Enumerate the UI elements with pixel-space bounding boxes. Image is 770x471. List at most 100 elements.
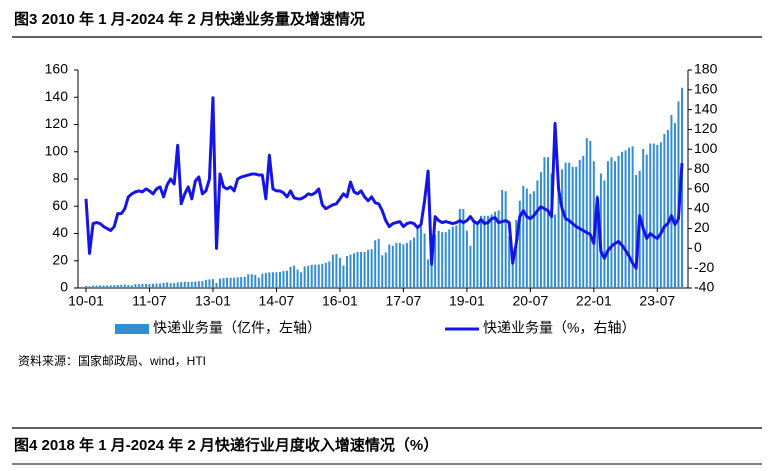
bar <box>85 285 87 288</box>
bar <box>215 282 218 288</box>
bar <box>190 281 193 288</box>
bar <box>525 188 528 288</box>
bar <box>321 264 324 288</box>
bar <box>522 185 525 288</box>
bar <box>123 284 126 288</box>
y-tick-label: 160 <box>45 61 69 77</box>
bar <box>536 180 539 288</box>
y-tick-label: 100 <box>45 142 69 158</box>
bar <box>472 219 475 288</box>
bar <box>349 254 352 288</box>
bar <box>388 244 391 288</box>
bar <box>515 219 518 288</box>
bar <box>353 253 356 288</box>
bar <box>402 244 405 288</box>
bar <box>487 215 490 288</box>
bar <box>166 282 169 288</box>
x-tick-label: 20-07 <box>512 293 548 309</box>
bar <box>546 157 549 288</box>
bar <box>300 272 303 288</box>
bar <box>250 274 253 288</box>
y2-tick-label: 60 <box>694 180 710 196</box>
bar <box>356 251 359 288</box>
bar <box>314 264 317 288</box>
bar <box>476 221 479 288</box>
bar <box>152 283 155 288</box>
bar <box>187 281 190 288</box>
bar <box>666 129 669 288</box>
bar <box>268 272 271 288</box>
bar <box>412 237 415 288</box>
legend-label: 快递业务量（亿件，左轴） <box>153 320 321 336</box>
bar <box>116 285 119 288</box>
bar <box>264 273 267 288</box>
bar <box>155 283 158 288</box>
y2-tick-label: 100 <box>694 140 718 156</box>
bar <box>458 208 461 288</box>
bar <box>211 279 214 288</box>
y2-tick-label: 40 <box>694 199 710 215</box>
bar <box>681 87 683 289</box>
bar <box>582 155 585 288</box>
bar <box>606 161 609 288</box>
bar <box>204 279 207 288</box>
bar <box>462 208 465 288</box>
bar <box>201 281 204 288</box>
bar <box>543 157 546 288</box>
bar <box>504 191 507 288</box>
bar <box>127 284 130 288</box>
bar <box>391 245 394 288</box>
bar <box>229 277 232 288</box>
bar <box>427 259 430 288</box>
bar <box>162 282 165 288</box>
bar <box>670 114 673 289</box>
y2-tick-label: 140 <box>694 100 718 116</box>
bar <box>197 281 200 288</box>
y-tick-label: 140 <box>45 88 69 104</box>
bar <box>448 229 451 288</box>
y2-tick-label: 160 <box>694 81 718 97</box>
bar <box>88 286 91 288</box>
bar <box>659 142 662 288</box>
bar <box>159 283 162 288</box>
x-tick-label: 16-01 <box>322 293 358 309</box>
bar <box>384 252 387 288</box>
bar <box>420 226 423 288</box>
bar <box>176 282 179 288</box>
y2-tick-label: -20 <box>694 259 714 275</box>
bar <box>240 277 243 288</box>
bar <box>275 272 278 288</box>
y2-tick-label: -40 <box>694 279 714 295</box>
legend-label: 快递业务量（%，右轴） <box>483 320 635 336</box>
bar <box>109 285 112 288</box>
bar <box>649 143 652 288</box>
bar <box>303 266 306 288</box>
bar <box>596 195 599 288</box>
bar <box>137 284 140 288</box>
bar <box>444 232 447 288</box>
bar <box>663 134 666 288</box>
bar <box>219 278 222 288</box>
bar <box>106 285 109 288</box>
bar <box>102 285 105 288</box>
bar <box>511 255 514 288</box>
bar <box>324 262 327 288</box>
bar <box>561 169 564 288</box>
bar <box>416 226 419 288</box>
y2-tick-label: 180 <box>694 61 718 77</box>
bar <box>479 215 482 288</box>
bar <box>529 193 532 288</box>
bar <box>243 276 246 288</box>
bar <box>642 149 645 288</box>
bar <box>307 265 310 288</box>
bar <box>437 230 440 288</box>
bar <box>628 147 631 288</box>
y2-tick-label: 20 <box>694 219 710 235</box>
bar <box>585 138 588 288</box>
bar <box>405 243 408 288</box>
bar <box>282 271 285 288</box>
bar <box>589 140 592 288</box>
bar <box>613 161 616 288</box>
bar <box>293 265 296 288</box>
bar <box>173 283 176 288</box>
